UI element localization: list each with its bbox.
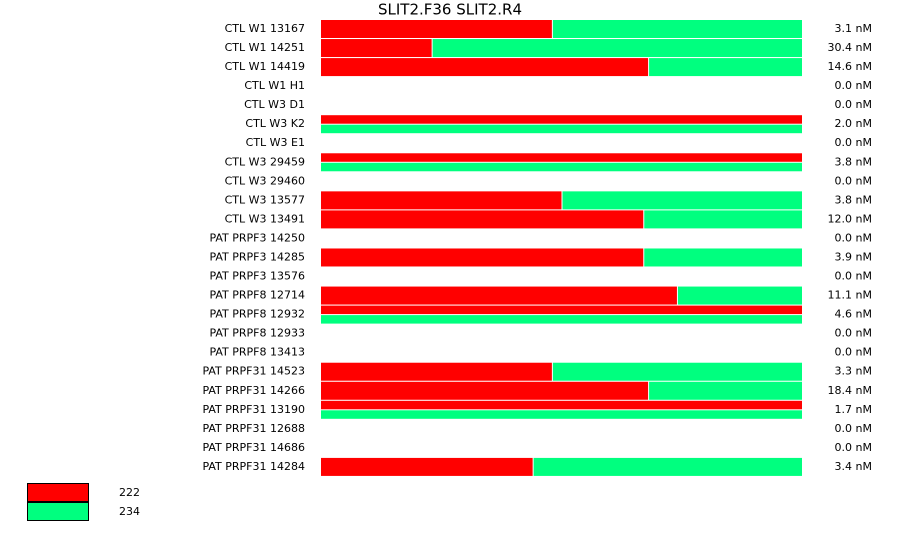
row-label: CTL W3 29460: [225, 174, 305, 187]
concentration-label: 0.0 nM: [835, 327, 872, 340]
row-label: CTL W1 H1: [244, 79, 305, 92]
bar-segment: [321, 210, 644, 229]
bar-segment: [644, 210, 802, 229]
concentration-label: 3.8 nM: [835, 193, 872, 206]
row-label: CTL W1 13167: [225, 22, 305, 35]
row-label: PAT PRPF31 13190: [202, 403, 305, 416]
concentration-label: 18.4 nM: [828, 384, 872, 397]
concentration-label: 0.0 nM: [835, 79, 872, 92]
concentration-label: 30.4 nM: [828, 41, 872, 54]
row-label: CTL W3 29459: [225, 155, 305, 168]
row-label: CTL W3 13491: [225, 212, 305, 225]
bar-segment: [321, 162, 802, 172]
bar-segment: [321, 305, 802, 315]
concentration-label: 14.6 nM: [828, 60, 872, 73]
row-label: PAT PRPF8 13413: [209, 346, 305, 359]
concentration-label: 2.0 nM: [835, 117, 872, 130]
row-label: PAT PRPF31 14523: [202, 365, 305, 378]
bar-segment: [321, 191, 562, 210]
bar-segment: [562, 191, 802, 210]
concentration-label: 0.0 nM: [835, 231, 872, 244]
bar-segment: [321, 39, 432, 58]
row-label: PAT PRPF31 14686: [202, 441, 305, 454]
bar-segment: [321, 457, 533, 476]
row-label: PAT PRPF8 12714: [209, 289, 305, 302]
bar-segment: [321, 400, 802, 410]
bar-segment: [321, 124, 802, 134]
bar-segment: [649, 381, 802, 400]
bar-segment: [644, 248, 802, 267]
row-label: CTL W3 13577: [225, 193, 305, 206]
bar-segment: [552, 20, 802, 38]
row-label: CTL W3 K2: [245, 117, 305, 130]
concentration-label: 3.9 nM: [835, 250, 872, 263]
bar-segment: [432, 39, 802, 58]
row-label: PAT PRPF8 12932: [209, 308, 305, 321]
bar-segment: [677, 286, 802, 305]
bar-segment: [321, 381, 649, 400]
concentration-label: 0.0 nM: [835, 270, 872, 283]
concentration-label: 3.8 nM: [835, 155, 872, 168]
concentration-label: 12.0 nM: [828, 212, 872, 225]
concentration-label: 4.6 nM: [835, 308, 872, 321]
bar-segment: [649, 58, 802, 77]
row-label: CTL W3 E1: [246, 136, 305, 149]
bar-segment: [321, 115, 802, 124]
concentration-label: 1.7 nM: [835, 403, 872, 416]
row-label: PAT PRPF8 12933: [209, 327, 305, 340]
bar-segment: [321, 315, 802, 324]
bar-segment: [552, 362, 802, 381]
legend-swatch: [27, 483, 89, 502]
row-label: CTL W1 14251: [225, 41, 305, 54]
concentration-label: 0.0 nM: [835, 422, 872, 435]
row-label: CTL W1 14419: [225, 60, 305, 73]
bar-segment: [321, 248, 644, 267]
bar-segment: [321, 20, 552, 38]
legend-label: 234: [119, 505, 140, 518]
concentration-label: 0.0 nM: [835, 174, 872, 187]
legend-swatch: [27, 502, 89, 521]
bar-segment: [321, 286, 677, 305]
row-label: CTL W3 D1: [244, 98, 305, 111]
row-label: PAT PRPF3 14285: [209, 250, 305, 263]
row-label: PAT PRPF31 14284: [202, 460, 305, 473]
chart-title: SLIT2.F36 SLIT2.R4: [378, 1, 522, 19]
concentration-label: 3.1 nM: [835, 22, 872, 35]
bar-segment: [321, 153, 802, 162]
bar-segment: [321, 58, 649, 77]
concentration-label: 0.0 nM: [835, 346, 872, 359]
concentration-label: 3.4 nM: [835, 460, 872, 473]
row-label: PAT PRPF3 14250: [209, 231, 305, 244]
row-label: PAT PRPF31 14266: [202, 384, 305, 397]
bar-segment: [533, 457, 802, 476]
concentration-label: 0.0 nM: [835, 98, 872, 111]
concentration-label: 3.3 nM: [835, 365, 872, 378]
bar-segment: [321, 362, 552, 381]
row-label: PAT PRPF31 12688: [202, 422, 305, 435]
concentration-label: 0.0 nM: [835, 136, 872, 149]
concentration-label: 11.1 nM: [828, 289, 872, 302]
bar-segment: [321, 410, 802, 419]
row-label: PAT PRPF3 13576: [209, 270, 305, 283]
concentration-label: 0.0 nM: [835, 441, 872, 454]
legend-label: 222: [119, 486, 140, 499]
